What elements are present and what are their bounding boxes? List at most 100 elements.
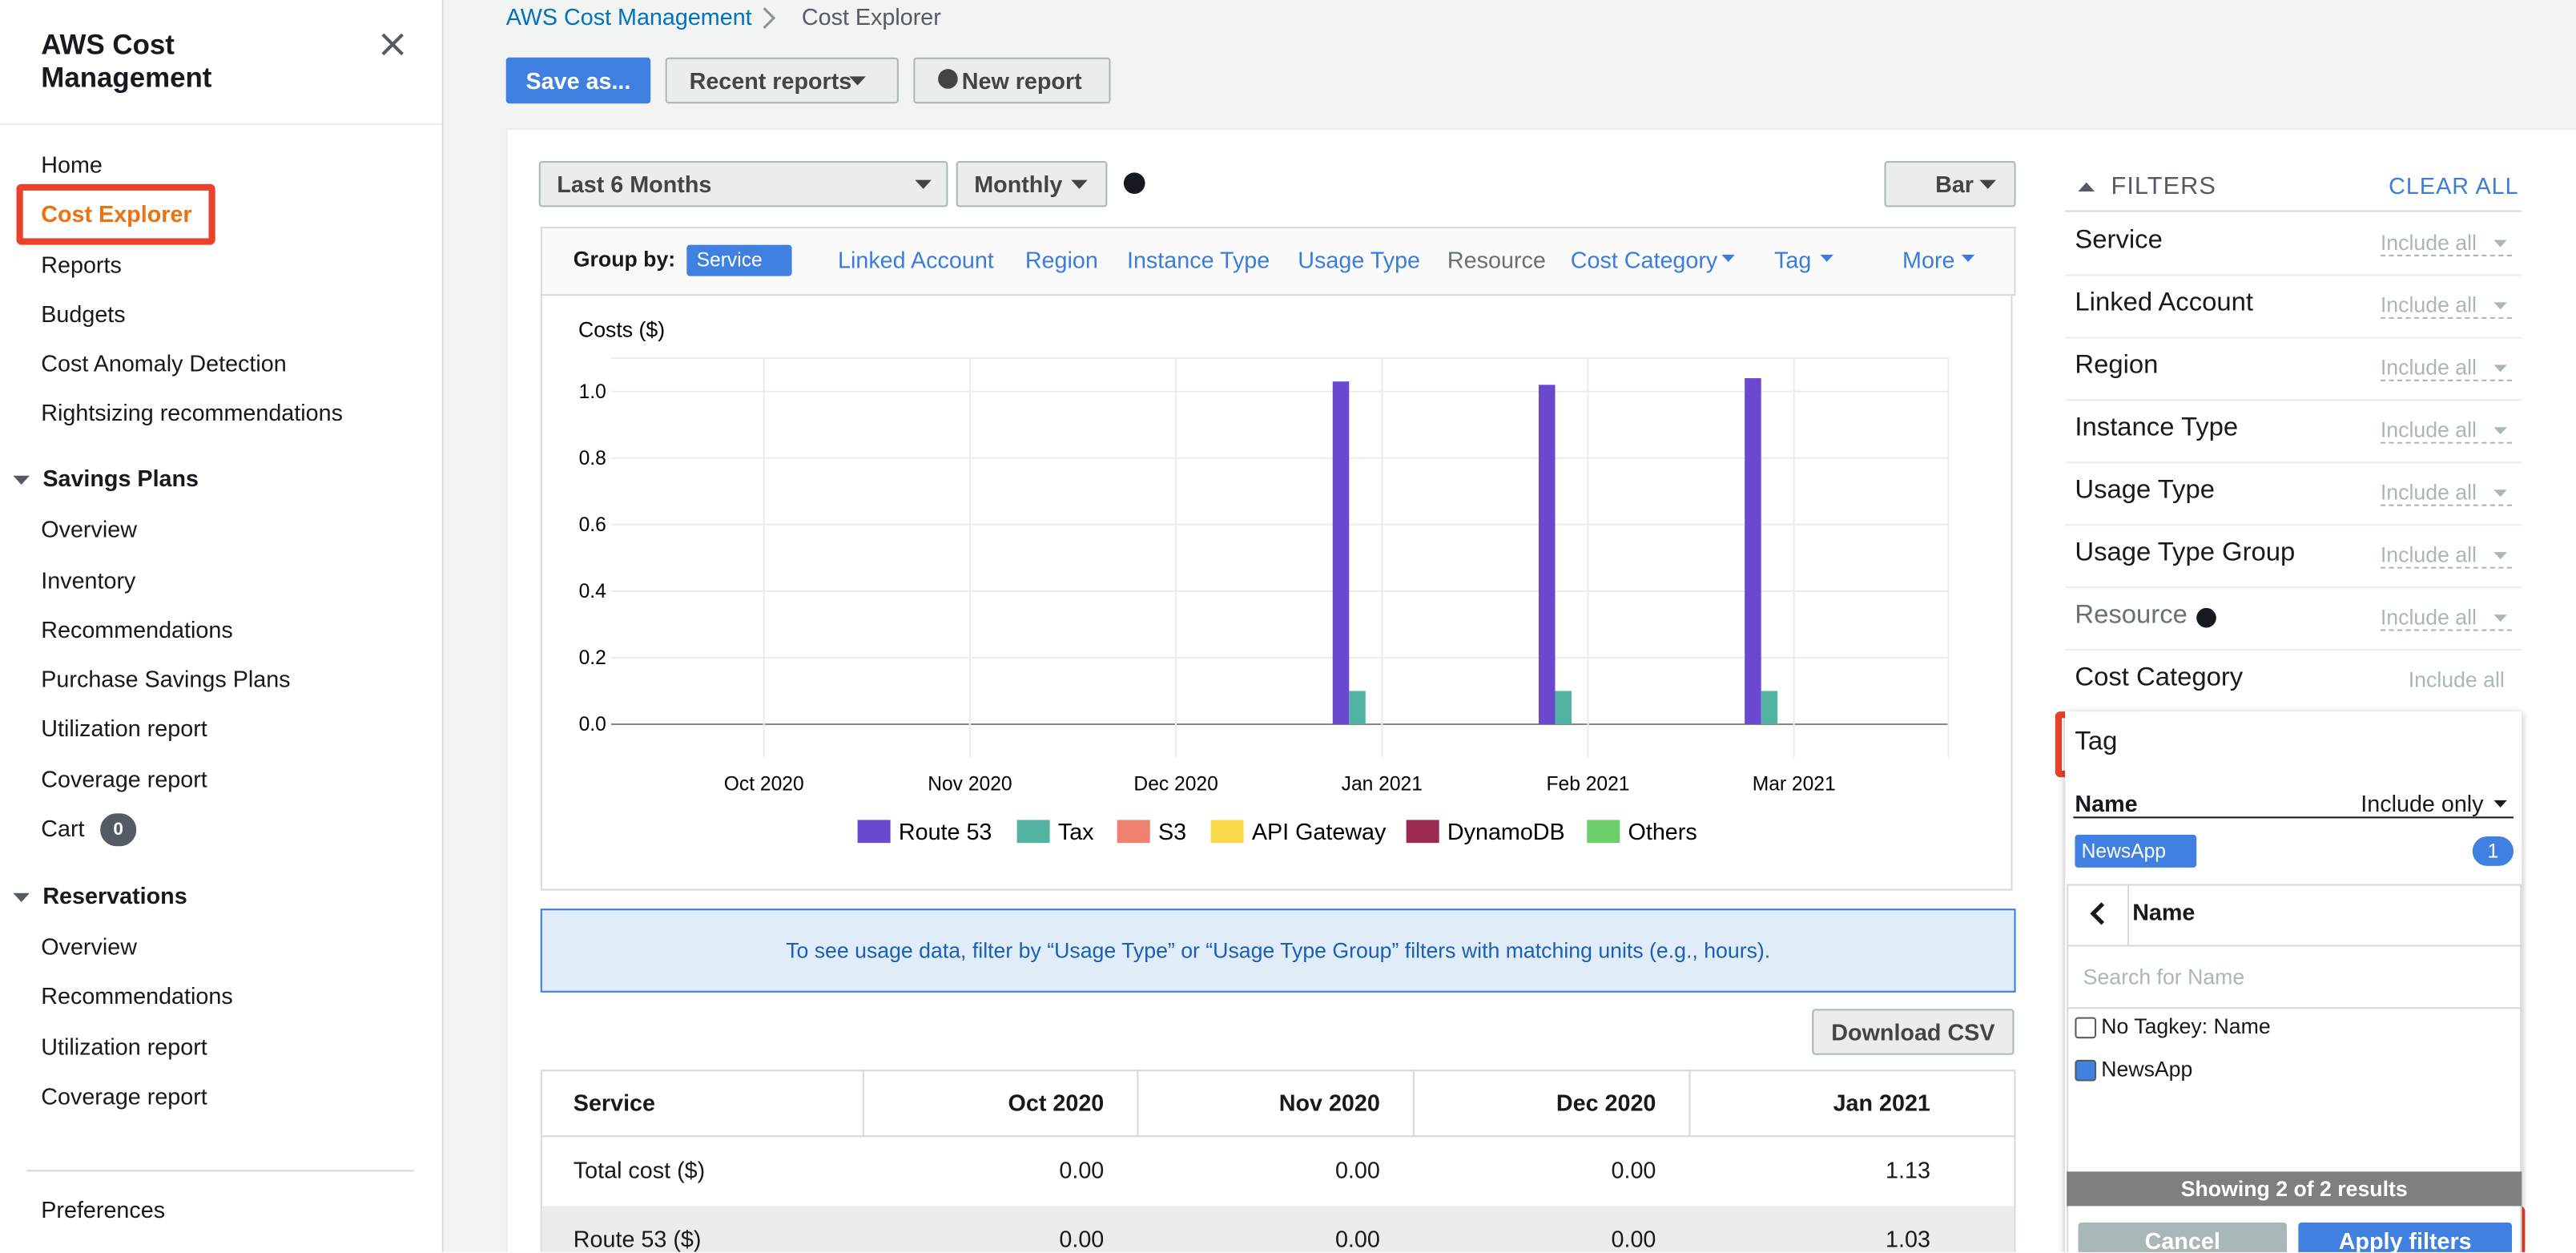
caret — [2493, 427, 2507, 435]
filter-value[interactable]: Include all — [2380, 605, 2512, 631]
group-option[interactable]: Instance Type — [1126, 246, 1270, 273]
y-tick-label: 0.0 — [579, 714, 606, 735]
bar — [1538, 385, 1556, 724]
filter-name[interactable]: Usage Type Group — [2075, 538, 2296, 567]
tag-count: 1 — [2472, 836, 2514, 866]
save-button[interactable]: Save as... — [505, 57, 651, 104]
nav-link[interactable]: Recommendations — [41, 982, 233, 1009]
nav-link[interactable]: Coverage report — [41, 765, 207, 792]
filter-name[interactable]: Cost Category — [2075, 663, 2244, 692]
tag-chip[interactable]: NewsApp — [2075, 834, 2197, 868]
breadcrumb-link[interactable]: AWS Cost Management — [505, 3, 752, 30]
divider — [2065, 399, 2522, 401]
nav-link[interactable]: Coverage report — [41, 1082, 207, 1110]
option-label[interactable]: NewsApp — [2101, 1056, 2193, 1082]
filter-name[interactable]: Linked Account — [2075, 288, 2254, 317]
nav-link[interactable]: Home — [41, 151, 103, 178]
clear-all[interactable]: CLEAR ALL — [2389, 172, 2519, 199]
group-option[interactable]: Usage Type — [1298, 246, 1421, 273]
highlight — [16, 183, 215, 245]
cancel-button[interactable]: Cancel — [2078, 1222, 2287, 1252]
nav-link[interactable]: Purchase Savings Plans — [41, 665, 291, 692]
group-option[interactable]: Cost Category — [1570, 246, 1718, 273]
caret — [2493, 365, 2507, 373]
close-icon[interactable] — [380, 31, 406, 58]
filter-value[interactable]: Include all — [2380, 542, 2512, 569]
y-tick-label: 1.0 — [579, 381, 606, 403]
filter-value[interactable]: Include all — [2380, 417, 2512, 444]
nav-link[interactable]: Utilization report — [41, 715, 207, 742]
chart-style-dropdown[interactable]: Bar — [1884, 160, 2016, 207]
group-option[interactable]: More — [1902, 246, 1955, 273]
nav-link[interactable]: Cost Explorer — [41, 200, 192, 228]
nav-link[interactable]: Cost Anomaly Detection — [41, 349, 287, 377]
caret — [1820, 254, 1833, 262]
group-chip[interactable]: Service — [686, 244, 792, 276]
bar — [1555, 691, 1572, 724]
nav-link[interactable]: Rightsizing recommendations — [41, 399, 343, 426]
legend-label: API Gateway — [1252, 820, 1387, 845]
divider — [2065, 649, 2522, 651]
column-divider — [1412, 1070, 1415, 1136]
nav-link[interactable]: Recommendations — [41, 616, 233, 643]
nav-link[interactable]: Reports — [41, 251, 122, 278]
column-divider — [1688, 1070, 1691, 1136]
nav-link[interactable]: Budgets — [41, 300, 126, 328]
x-tick-label: Mar 2021 — [1753, 774, 1836, 796]
group-option[interactable]: Tag — [1774, 246, 1812, 273]
nav-link[interactable]: Cart — [41, 815, 85, 842]
range-dropdown[interactable]: Last 6 Months — [538, 160, 948, 207]
filter-value[interactable]: Include all — [2380, 355, 2512, 381]
nav-link[interactable]: Overview — [41, 516, 137, 542]
nav-link[interactable]: Inventory — [41, 566, 136, 594]
y-tick-label: 0.8 — [579, 448, 606, 469]
column-divider — [1137, 1070, 1139, 1136]
divider — [2065, 336, 2522, 339]
legend-swatch — [1406, 820, 1439, 844]
nav-link[interactable]: Utilization report — [41, 1033, 207, 1060]
filter-name[interactable]: Service — [2075, 227, 2163, 255]
tag-title: Tag — [2075, 727, 2118, 756]
divider — [26, 1170, 414, 1172]
table-cell: 0.00 — [1611, 1226, 1656, 1252]
nav-section[interactable]: Savings Plans — [42, 465, 199, 492]
option-label[interactable]: No Tagkey: Name — [2101, 1013, 2271, 1039]
caret — [2493, 240, 2507, 248]
download-button[interactable]: Download CSV — [1812, 1009, 2015, 1055]
caret — [2493, 552, 2507, 560]
filter-value[interactable]: Include all — [2380, 230, 2512, 256]
group-option[interactable]: Linked Account — [838, 246, 994, 273]
checkbox[interactable] — [2075, 1059, 2097, 1082]
filter-name[interactable]: Region — [2075, 351, 2159, 380]
caret — [1979, 179, 1996, 189]
bar — [1349, 691, 1366, 724]
filter-value[interactable]: Include all — [2408, 667, 2505, 692]
group-option[interactable]: Resource — [1447, 246, 1546, 273]
list-title: Name — [2132, 898, 2196, 925]
bar — [1761, 691, 1778, 724]
divider — [2067, 1007, 2522, 1009]
checkbox[interactable] — [2075, 1017, 2097, 1039]
tag-mode[interactable]: Include only — [2361, 790, 2484, 817]
filter-name[interactable]: Instance Type — [2075, 413, 2239, 442]
table-cell: 1.03 — [1886, 1226, 1930, 1252]
info-icon[interactable] — [1123, 172, 1145, 195]
apply-button[interactable]: Apply filters — [2298, 1222, 2512, 1252]
filter-name[interactable]: Usage Type — [2075, 476, 2215, 505]
search-input[interactable]: Search for Name — [2083, 964, 2245, 989]
nav-section[interactable]: Reservations — [42, 882, 187, 909]
divider — [2065, 586, 2522, 589]
group-option[interactable]: Region — [1024, 246, 1098, 273]
caret — [13, 892, 30, 902]
nav-link[interactable]: Overview — [41, 933, 137, 960]
filter-name[interactable]: Resource — [2075, 601, 2188, 630]
back-icon[interactable] — [2088, 902, 2108, 925]
notice: To see usage data, filter by “Usage Type… — [540, 909, 2016, 993]
divider — [2065, 274, 2522, 276]
filter-value[interactable]: Include all — [2380, 480, 2512, 506]
caret — [2078, 182, 2095, 191]
filter-value[interactable]: Include all — [2380, 292, 2512, 319]
bar — [1332, 381, 1350, 724]
nav-link[interactable]: Preferences — [41, 1196, 166, 1223]
